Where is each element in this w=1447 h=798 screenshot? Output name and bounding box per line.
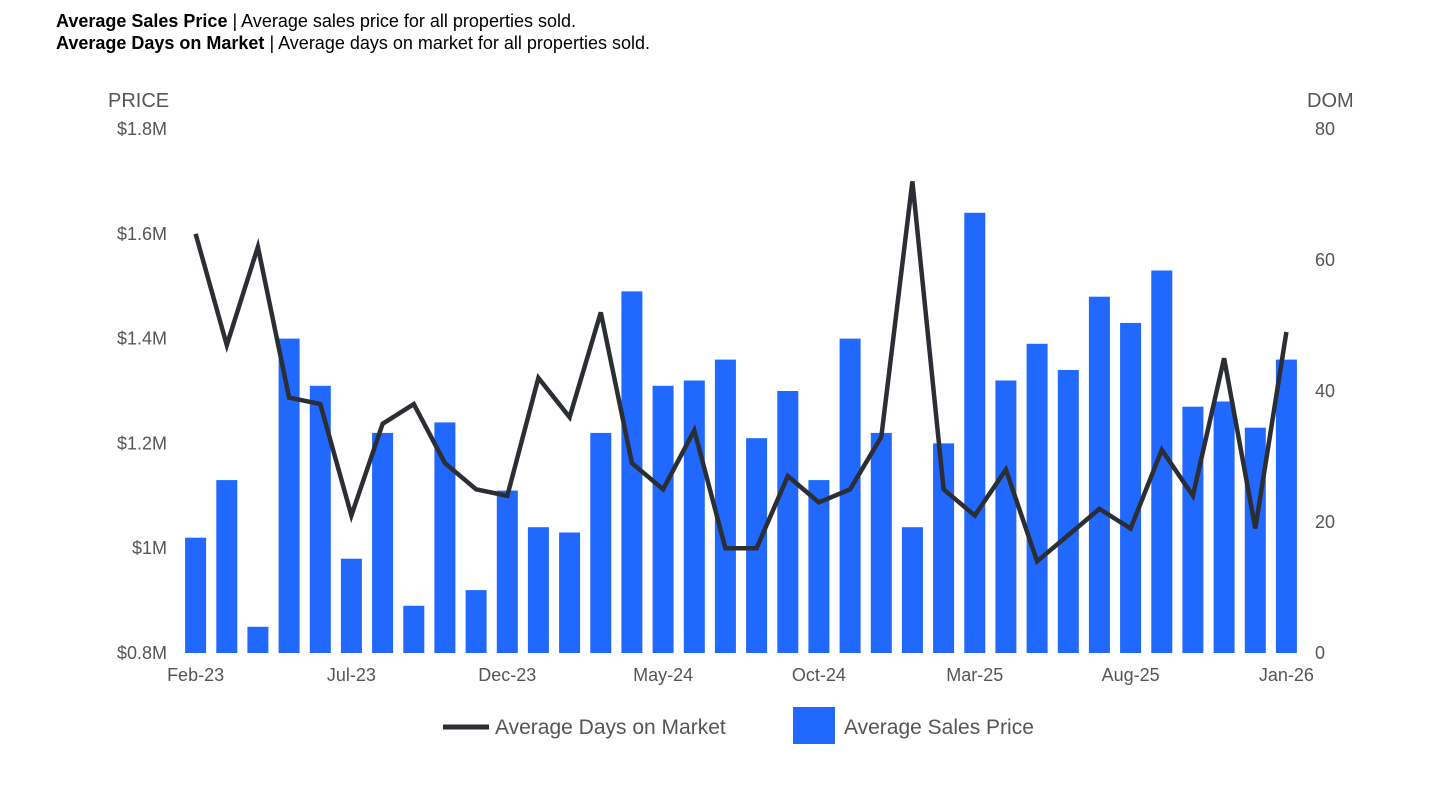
legend-bar-swatch xyxy=(793,707,835,744)
x-axis-tick-label: Jul-23 xyxy=(327,665,376,685)
right-axis-tick-label: 0 xyxy=(1315,643,1325,663)
right-axis: DOM 0 20 40 60 80 xyxy=(1307,90,1354,663)
left-axis-tick-label: $0.8M xyxy=(117,643,167,663)
price-bar xyxy=(1151,270,1173,653)
description-term: Average Days on Market xyxy=(56,33,265,53)
price-bar xyxy=(964,212,986,654)
x-axis-tick-label: Feb-23 xyxy=(167,665,224,685)
price-bar xyxy=(340,558,362,653)
chart-descriptions: Average Sales Price | Average sales pric… xyxy=(56,10,650,54)
right-axis-tick-label: 40 xyxy=(1315,381,1335,401)
left-axis-tick-label: $1.6M xyxy=(117,224,167,244)
right-axis-tick-label: 20 xyxy=(1315,512,1335,532)
price-bar xyxy=(901,527,923,653)
dom-line-series xyxy=(193,181,1289,566)
dom-line xyxy=(193,181,1289,566)
price-bar xyxy=(1088,296,1110,653)
legend-label-dom: Average Days on Market xyxy=(495,716,726,739)
price-bars xyxy=(185,212,1297,654)
price-bar xyxy=(1026,343,1048,653)
x-axis-tick-label: Aug-25 xyxy=(1102,665,1160,685)
left-axis-tick-label: $1M xyxy=(132,538,167,558)
price-bar xyxy=(621,291,643,653)
price-bar xyxy=(403,605,425,653)
price-bar xyxy=(683,380,705,653)
chart-legend: Average Days on Market Average Sales Pri… xyxy=(443,707,1034,744)
price-bar xyxy=(309,385,331,653)
price-bar xyxy=(185,537,207,653)
price-bar xyxy=(559,532,581,653)
price-bar xyxy=(995,380,1017,653)
price-bar xyxy=(1244,427,1266,653)
price-bar xyxy=(1213,401,1235,653)
price-bar xyxy=(777,391,799,653)
x-axis-tick-label: Oct-24 xyxy=(792,665,846,685)
price-bar xyxy=(216,480,238,653)
left-axis-tick-label: $1.2M xyxy=(117,433,167,453)
price-bar xyxy=(1182,406,1204,653)
description-text: Average sales price for all properties s… xyxy=(241,11,576,31)
price-bar xyxy=(714,359,736,653)
price-bar xyxy=(652,385,674,653)
price-bar xyxy=(870,432,892,653)
description-text: Average days on market for all propertie… xyxy=(278,33,650,53)
price-bar xyxy=(496,490,518,653)
right-axis-tick-label: 60 xyxy=(1315,250,1335,270)
description-separator: | xyxy=(227,11,242,31)
x-axis-tick-label: May-24 xyxy=(633,665,693,685)
price-bar xyxy=(1275,359,1297,653)
x-axis: Feb-23 Jul-23 Dec-23 May-24 Oct-24 Mar-25 Aug-… xyxy=(167,665,1314,685)
x-axis-tick-label: Jan-26 xyxy=(1259,665,1314,685)
description-separator: | xyxy=(264,33,279,53)
x-axis-tick-label: Mar-25 xyxy=(946,665,1003,685)
price-bar xyxy=(434,422,456,653)
x-axis-tick-label: Dec-23 xyxy=(478,665,536,685)
left-axis-title: PRICE xyxy=(108,90,169,112)
price-bar xyxy=(247,626,269,653)
price-bar xyxy=(527,527,549,653)
right-axis-title: DOM xyxy=(1307,90,1354,112)
description-price: Average Sales Price | Average sales pric… xyxy=(56,10,650,32)
price-bar xyxy=(590,432,612,653)
left-axis: PRICE $0.8M $1M $1.2M $1.4M $1.6M $1.8M xyxy=(108,90,169,663)
description-term: Average Sales Price xyxy=(56,11,228,31)
left-axis-tick-label: $1.8M xyxy=(117,119,167,139)
price-bar xyxy=(1057,370,1079,653)
price-bar xyxy=(372,432,394,653)
description-dom: Average Days on Market | Average days on… xyxy=(56,32,650,54)
right-axis-tick-label: 80 xyxy=(1315,119,1335,139)
price-bar xyxy=(839,338,861,653)
legend-label-price: Average Sales Price xyxy=(844,716,1034,739)
price-bar xyxy=(278,338,300,653)
left-axis-tick-label: $1.4M xyxy=(117,329,167,349)
price-bar xyxy=(1120,322,1142,653)
price-bar xyxy=(808,480,830,653)
price-bar xyxy=(465,590,487,653)
